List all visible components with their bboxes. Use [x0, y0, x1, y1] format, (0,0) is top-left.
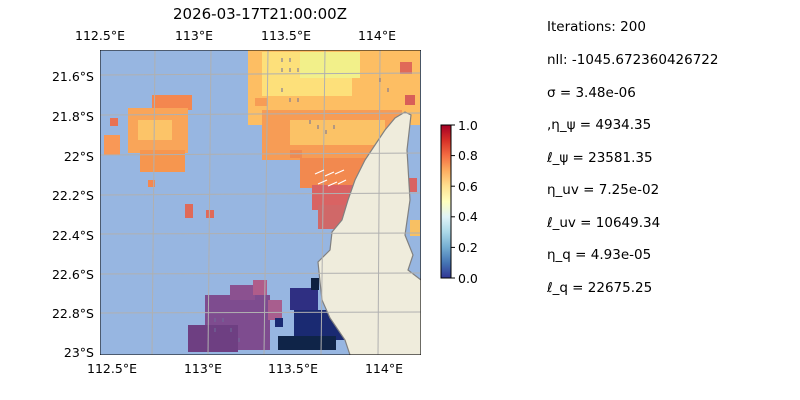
- map-title: 2026-03-17T21:00:00Z: [173, 5, 347, 23]
- lon-ticks-top: 112.5°E 113°E 113.5°E 114°E: [75, 28, 396, 43]
- lat-tick: 22.8°S: [52, 306, 94, 321]
- colorbar-tick: 0.8: [458, 148, 478, 163]
- colorbar-tick: 0.0: [458, 271, 478, 286]
- velocity-arrows-strong: [314, 169, 347, 187]
- field-west-blob: [104, 95, 214, 218]
- lon-tick-bottom: 114°E: [365, 361, 403, 376]
- map-area: [100, 50, 421, 355]
- lon-tick-bottom: 113.5°E: [268, 361, 318, 376]
- lat-tick: 22°S: [64, 149, 94, 164]
- colorbar-tick: 0.6: [458, 179, 478, 194]
- stat-iterations: Iterations: 200: [547, 19, 646, 35]
- stat-ell-psi: ℓ_ψ = 23581.35: [547, 150, 653, 166]
- colorbar: 0.0 0.2 0.4 0.6 0.8 1.0: [440, 118, 478, 286]
- lat-tick: 21.6°S: [52, 69, 94, 84]
- stat-sigma: σ = 3.48e-06: [547, 85, 636, 101]
- stat-ell-q: ℓ_q = 22675.25: [547, 280, 653, 296]
- lon-tick-top: 113.5°E: [261, 28, 311, 43]
- stat-nll: nll: -1045.672360426722: [547, 52, 719, 68]
- colorbar-gradient: [440, 124, 452, 279]
- colorbar-tick: 0.4: [458, 209, 478, 224]
- lon-tick-bottom: 112.5°E: [87, 361, 137, 376]
- velocity-arrows: [214, 58, 389, 342]
- lat-ticks: 21.6°S 21.8°S 22°S 22.2°S 22.4°S 22.6°S …: [52, 69, 94, 360]
- stat-ell-uv: ℓ_uv = 10649.34: [547, 215, 661, 231]
- colorbar-tick: 1.0: [458, 118, 478, 133]
- graticule: [100, 50, 421, 355]
- stat-eta-psi: ,η_ψ = 4934.35: [547, 117, 652, 133]
- lat-tick: 22.4°S: [52, 228, 94, 243]
- stat-eta-uv: η_uv = 7.25e-02: [547, 182, 660, 198]
- lon-ticks-bottom: 112.5°E 113°E 113.5°E 114°E: [87, 361, 403, 376]
- lon-tick-top: 112.5°E: [75, 28, 125, 43]
- land-coastline: [317, 50, 421, 355]
- lon-tick-top: 113°E: [175, 28, 213, 43]
- lon-tick-top: 114°E: [358, 28, 396, 43]
- lat-tick: 21.8°S: [52, 109, 94, 124]
- colorbar-tick: 0.2: [458, 240, 478, 255]
- stat-eta-q: η_q = 4.93e-05: [547, 247, 652, 263]
- lat-tick: 23°S: [64, 345, 94, 360]
- lat-tick: 22.2°S: [52, 188, 94, 203]
- lon-tick-bottom: 113°E: [184, 361, 222, 376]
- lat-tick: 22.6°S: [52, 267, 94, 282]
